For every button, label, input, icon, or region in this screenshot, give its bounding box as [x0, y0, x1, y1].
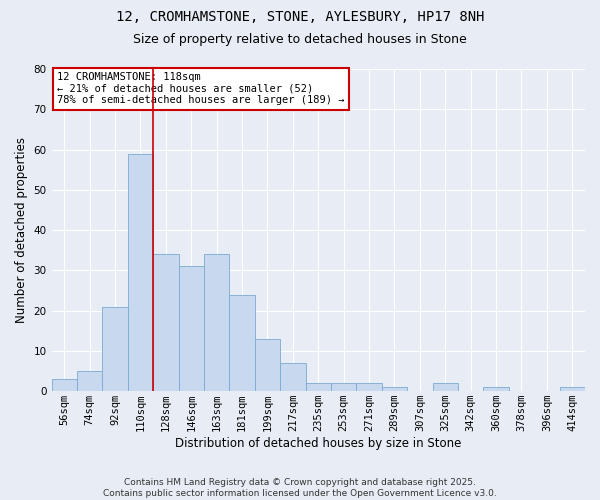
Bar — [356, 383, 382, 391]
Text: 12, CROMHAMSTONE, STONE, AYLESBURY, HP17 8NH: 12, CROMHAMSTONE, STONE, AYLESBURY, HP17… — [116, 10, 484, 24]
Bar — [382, 387, 407, 391]
X-axis label: Distribution of detached houses by size in Stone: Distribution of detached houses by size … — [175, 437, 461, 450]
Bar — [179, 266, 204, 391]
Bar — [229, 294, 255, 391]
Bar — [255, 339, 280, 391]
Text: Size of property relative to detached houses in Stone: Size of property relative to detached ho… — [133, 32, 467, 46]
Bar — [128, 154, 153, 391]
Bar — [305, 383, 331, 391]
Bar — [331, 383, 356, 391]
Bar — [560, 387, 585, 391]
Bar — [103, 306, 128, 391]
Text: Contains HM Land Registry data © Crown copyright and database right 2025.
Contai: Contains HM Land Registry data © Crown c… — [103, 478, 497, 498]
Text: 12 CROMHAMSTONE: 118sqm
← 21% of detached houses are smaller (52)
78% of semi-de: 12 CROMHAMSTONE: 118sqm ← 21% of detache… — [57, 72, 344, 106]
Bar — [280, 363, 305, 391]
Bar — [52, 379, 77, 391]
Bar — [433, 383, 458, 391]
Bar — [77, 371, 103, 391]
Y-axis label: Number of detached properties: Number of detached properties — [15, 137, 28, 323]
Bar — [204, 254, 229, 391]
Bar — [153, 254, 179, 391]
Bar — [484, 387, 509, 391]
